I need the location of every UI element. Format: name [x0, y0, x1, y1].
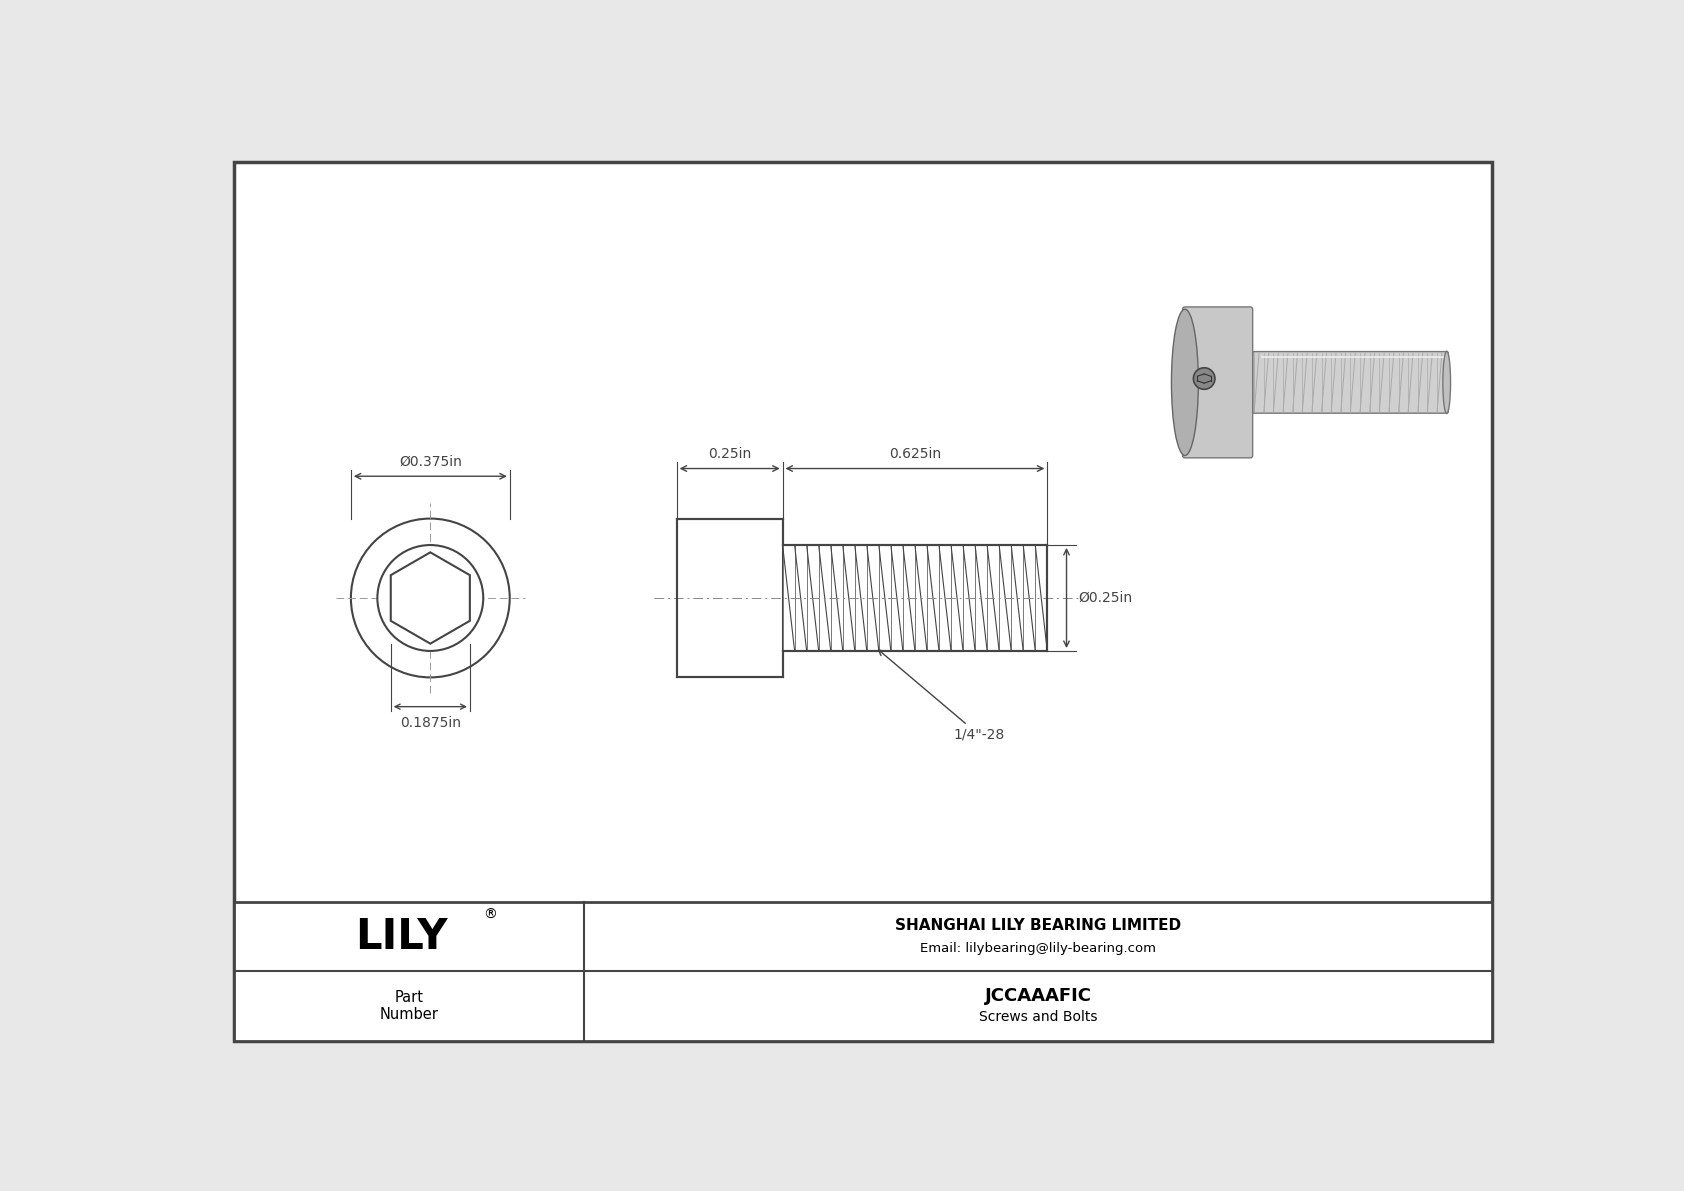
Bar — [234, 902, 1492, 1041]
Text: Ø0.25in: Ø0.25in — [1078, 591, 1132, 605]
Circle shape — [350, 518, 510, 678]
Text: 1/4"-28: 1/4"-28 — [879, 650, 1005, 742]
Ellipse shape — [1172, 310, 1199, 455]
Text: SHANGHAI LILY BEARING LIMITED: SHANGHAI LILY BEARING LIMITED — [896, 918, 1180, 933]
Text: Email: lilybearing@lily-bearing.com: Email: lilybearing@lily-bearing.com — [919, 942, 1157, 955]
Text: 0.625in: 0.625in — [889, 447, 941, 461]
Circle shape — [377, 545, 483, 651]
Text: ®: ® — [483, 909, 497, 922]
Ellipse shape — [1194, 368, 1214, 389]
FancyBboxPatch shape — [1182, 307, 1253, 457]
Polygon shape — [391, 553, 470, 643]
Bar — [677, 518, 783, 678]
Text: 0.25in: 0.25in — [707, 447, 751, 461]
Text: Screws and Bolts: Screws and Bolts — [978, 1010, 1098, 1024]
Text: LILY: LILY — [355, 916, 448, 958]
FancyBboxPatch shape — [1253, 351, 1448, 413]
Text: Part
Number: Part Number — [379, 990, 438, 1022]
Ellipse shape — [1443, 351, 1450, 413]
Text: 0.1875in: 0.1875in — [399, 716, 461, 730]
Text: JCCAAAFIC: JCCAAAFIC — [985, 987, 1091, 1005]
Bar — [783, 545, 1047, 651]
Text: Ø0.375in: Ø0.375in — [399, 455, 461, 468]
